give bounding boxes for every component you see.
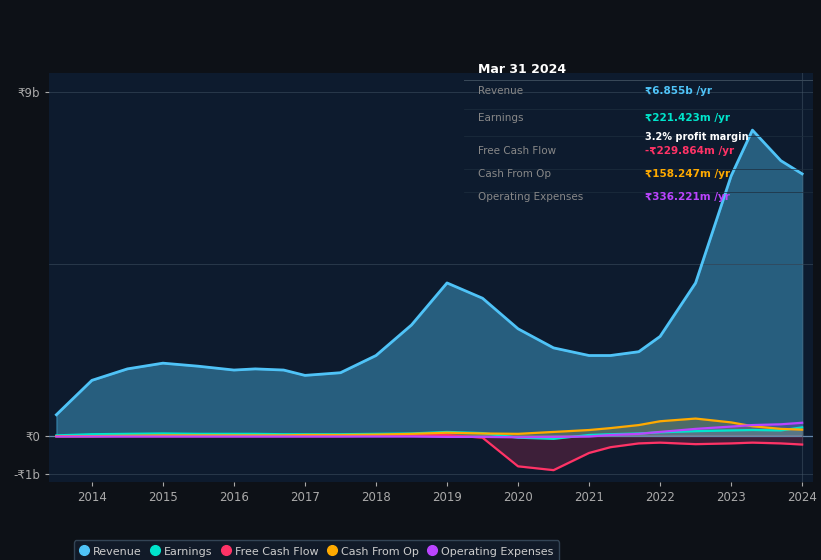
Text: ₹6.855b /yr: ₹6.855b /yr [645, 86, 713, 96]
Text: ₹221.423m /yr: ₹221.423m /yr [645, 113, 731, 123]
Text: Mar 31 2024: Mar 31 2024 [478, 63, 566, 76]
Text: ₹336.221m /yr: ₹336.221m /yr [645, 192, 730, 202]
Text: Cash From Op: Cash From Op [478, 169, 551, 179]
Text: Earnings: Earnings [478, 113, 523, 123]
Text: Revenue: Revenue [478, 86, 523, 96]
Text: -₹229.864m /yr: -₹229.864m /yr [645, 146, 735, 156]
Legend: Revenue, Earnings, Free Cash Flow, Cash From Op, Operating Expenses: Revenue, Earnings, Free Cash Flow, Cash … [74, 540, 559, 560]
Text: Operating Expenses: Operating Expenses [478, 192, 583, 202]
Text: ₹158.247m /yr: ₹158.247m /yr [645, 169, 731, 179]
Text: 3.2% profit margin: 3.2% profit margin [645, 133, 749, 142]
Text: Free Cash Flow: Free Cash Flow [478, 146, 556, 156]
